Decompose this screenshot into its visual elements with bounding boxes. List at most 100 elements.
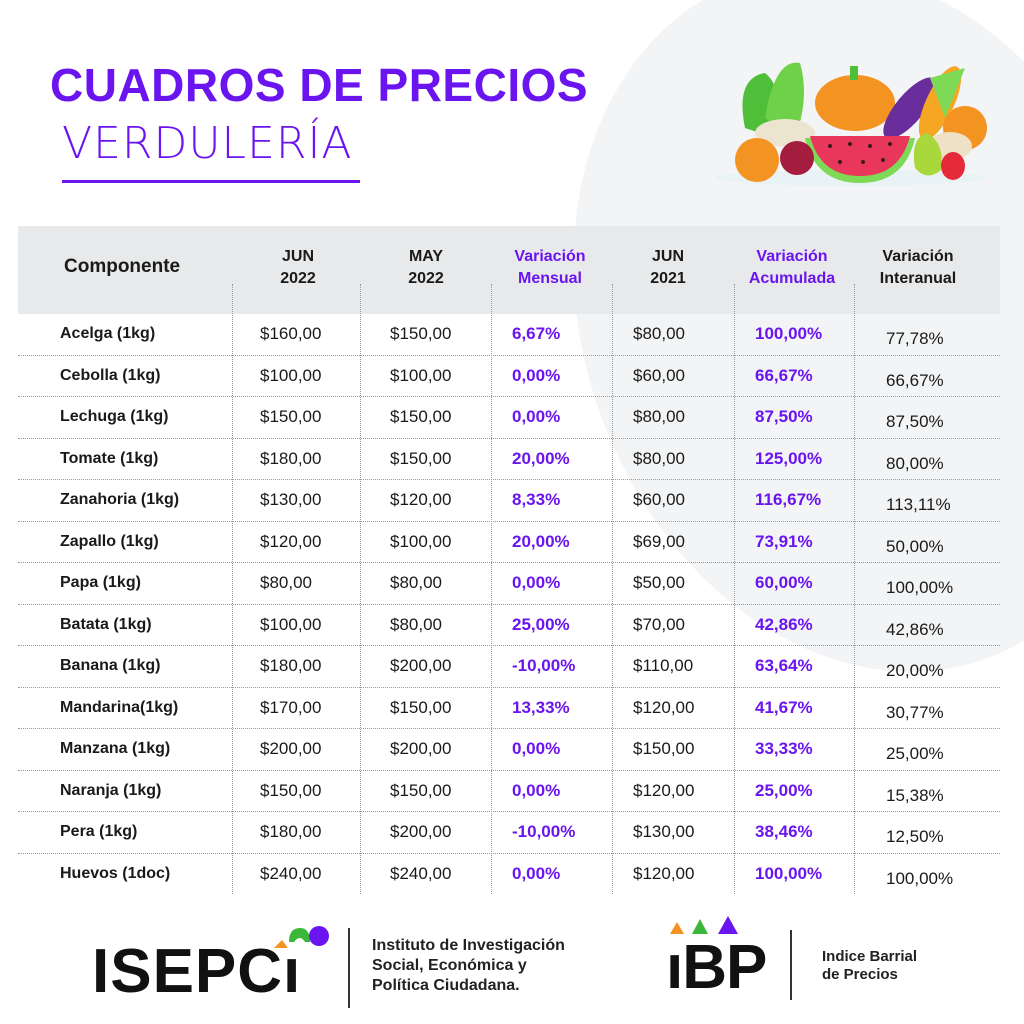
variacion-mensual: 0,00%	[512, 739, 561, 758]
column-header-componente: Componente	[64, 256, 181, 277]
price-jun-2021: $70,00	[633, 614, 685, 634]
price-jun-2021: $110,00	[633, 656, 694, 675]
price-jun-2022: $150,00	[260, 780, 322, 800]
variacion-mensual: 0,00%	[512, 365, 561, 385]
price-may-2022: $80,00	[390, 573, 442, 592]
table-row: Batata (1kg) $100,00 $80,00 25,00% $70,0…	[18, 605, 1000, 646]
table-row: Zapallo (1kg) $120,00 $100,00 20,00% $69…	[18, 522, 1000, 563]
ibp-description: Indice Barrial de Precios	[822, 948, 918, 983]
table-header: Componente JUN 2022 MAY 2022 Variación M…	[18, 226, 1000, 314]
table-row: Zanahoria (1kg) $130,00 $120,00 8,33% $6…	[18, 480, 1000, 522]
variacion-acumulada: 60,00%	[755, 573, 813, 592]
variacion-interanual: 25,00%	[886, 744, 944, 763]
variacion-interanual: 100,00%	[886, 578, 954, 597]
price-jun-2022: $240,00	[260, 863, 322, 883]
page-subtitle: VERDULERÍA	[62, 118, 353, 169]
variacion-mensual: 0,00%	[512, 573, 561, 592]
price-jun-2022: $100,00	[260, 365, 322, 385]
variacion-acumulada: 116,67%	[755, 490, 822, 509]
variacion-mensual: 0,00%	[512, 407, 561, 426]
variacion-interanual: 15,38%	[886, 785, 944, 805]
price-jun-2021: $69,00	[633, 531, 685, 551]
price-jun-2022: $130,00	[260, 490, 322, 509]
variacion-mensual: 0,00%	[512, 780, 561, 800]
product-name: Zapallo (1kg)	[60, 532, 159, 550]
table-row: Cebolla (1kg) $100,00 $100,00 0,00% $60,…	[18, 356, 1000, 397]
variacion-acumulada: 66,67%	[755, 365, 813, 385]
isepci-logo-dots-icon	[274, 926, 329, 948]
table-row: Mandarina(1kg) $170,00 $150,00 13,33% $1…	[18, 688, 1000, 729]
price-may-2022: $80,00	[390, 614, 442, 634]
column-divider	[232, 284, 233, 894]
fruits-and-vegetables-illustration	[715, 62, 987, 186]
variacion-mensual: 6,67%	[512, 324, 561, 343]
product-name: Huevos (1doc)	[60, 864, 171, 882]
price-may-2022: $150,00	[390, 697, 452, 717]
page-title: CUADROS DE PRECIOS	[50, 59, 589, 111]
price-table: Componente JUN 2022 MAY 2022 Variación M…	[18, 226, 1000, 895]
variacion-acumulada: 100,00%	[755, 324, 823, 343]
price-jun-2021: $60,00	[633, 490, 685, 509]
price-jun-2022: $180,00	[260, 448, 322, 468]
variacion-acumulada: 33,33%	[755, 739, 813, 758]
price-jun-2021: $150,00	[633, 739, 695, 758]
price-may-2022: $240,00	[390, 863, 452, 883]
column-header-variacion-mensual: Variación Mensual	[514, 248, 586, 287]
variacion-interanual: 87,50%	[886, 412, 944, 431]
title-block: CUADROS DE PRECIOS VERDULERÍA	[50, 62, 588, 183]
variacion-interanual: 80,00%	[886, 453, 944, 473]
variacion-interanual: 30,77%	[886, 702, 944, 722]
variacion-acumulada: 73,91%	[755, 531, 813, 551]
price-jun-2022: $150,00	[260, 407, 322, 426]
variacion-interanual: 113,11%	[886, 495, 951, 514]
price-may-2022: $100,00	[390, 531, 452, 551]
variacion-acumulada: 42,86%	[755, 614, 813, 634]
table-row: Naranja (1kg) $150,00 $150,00 0,00% $120…	[18, 771, 1000, 812]
variacion-mensual: -10,00%	[512, 822, 576, 841]
price-jun-2022: $170,00	[260, 697, 322, 717]
price-may-2022: $200,00	[390, 656, 452, 675]
price-may-2022: $150,00	[390, 324, 452, 343]
variacion-mensual: 20,00%	[512, 531, 570, 551]
title-underline	[62, 180, 360, 183]
isepci-description: Instituto de Investigación Social, Econó…	[372, 937, 565, 994]
price-may-2022: $150,00	[390, 448, 452, 468]
price-may-2022: $150,00	[390, 407, 452, 426]
column-header-variacion-acumulada: Variación Acumulada	[748, 248, 836, 287]
product-name: Banana (1kg)	[60, 657, 161, 674]
table-row: Tomate (1kg) $180,00 $150,00 20,00% $80,…	[18, 439, 1000, 480]
column-header-jun-2021: JUN 2021	[650, 248, 686, 287]
column-divider	[612, 284, 613, 894]
variacion-acumulada: 41,67%	[755, 697, 813, 717]
variacion-interanual: 66,67%	[886, 370, 944, 390]
variacion-mensual: 8,33%	[512, 490, 561, 509]
product-name: Pera (1kg)	[60, 823, 138, 840]
column-divider	[360, 284, 361, 894]
isepci-logo: ISEPCı	[92, 937, 302, 1006]
price-jun-2021: $120,00	[633, 780, 695, 800]
logo-divider	[348, 928, 350, 1008]
variacion-interanual: 20,00%	[886, 661, 944, 680]
variacion-mensual: 13,33%	[512, 697, 570, 717]
variacion-interanual: 42,86%	[886, 619, 944, 639]
variacion-mensual: 25,00%	[512, 614, 570, 634]
variacion-interanual: 50,00%	[886, 536, 944, 556]
variacion-acumulada: 63,64%	[755, 656, 813, 675]
variacion-interanual: 77,78%	[886, 329, 944, 348]
price-jun-2022: $120,00	[260, 531, 322, 551]
logo-divider	[790, 930, 792, 1000]
variacion-mensual: 20,00%	[512, 448, 570, 468]
footer: ISEPCı Instituto de Investigación Social…	[0, 910, 1024, 1020]
price-jun-2021: $120,00	[633, 697, 695, 717]
product-name: Papa (1kg)	[60, 574, 141, 591]
price-jun-2022: $80,00	[260, 573, 312, 592]
ibp-logo: ıBP	[666, 933, 767, 1002]
price-jun-2021: $130,00	[633, 822, 695, 841]
table-row: Pera (1kg) $180,00 $200,00 -10,00% $130,…	[18, 812, 1000, 854]
variacion-interanual: 12,50%	[886, 827, 944, 846]
product-name: Zanahoria (1kg)	[60, 491, 180, 508]
table-row: Acelga (1kg) $160,00 $150,00 6,67% $80,0…	[18, 314, 1000, 356]
price-jun-2022: $100,00	[260, 614, 322, 634]
price-jun-2022: $180,00	[260, 656, 322, 675]
variacion-acumulada: 87,50%	[755, 407, 813, 426]
